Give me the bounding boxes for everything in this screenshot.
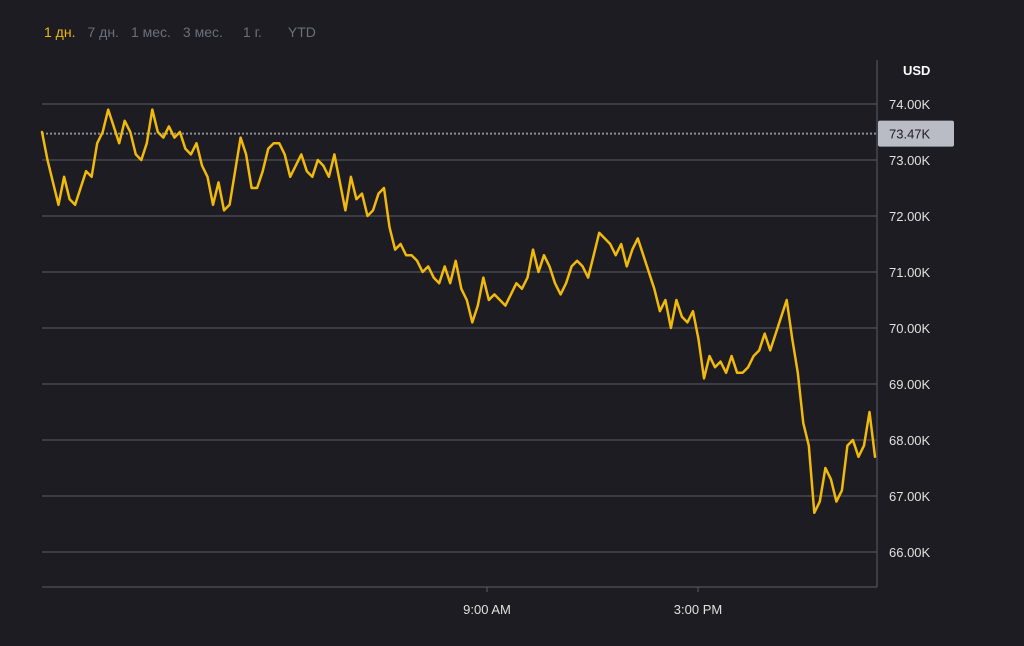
price-series bbox=[40, 108, 877, 515]
y-tick-label: 72.00K bbox=[889, 209, 931, 224]
axis-frame bbox=[42, 60, 878, 588]
range-tab-1m[interactable]: 1 мес. bbox=[130, 24, 171, 40]
x-tick-label: 3:00 PM bbox=[674, 602, 722, 617]
price-series-line bbox=[40, 108, 877, 515]
current-price-badge bbox=[878, 120, 954, 147]
y-tick-label: 70.00K bbox=[889, 321, 931, 336]
range-tab-7d[interactable]: 7 дн. bbox=[87, 24, 119, 40]
y-tick-label: 74.00K bbox=[889, 97, 931, 112]
current-price-badge-group: 73.47K bbox=[878, 120, 954, 147]
x-axis-ticks: 9:00 AM 3:00 PM bbox=[463, 587, 722, 617]
y-tick-label: 73.00K bbox=[889, 153, 931, 168]
y-tick-label: 67.00K bbox=[889, 489, 931, 504]
gridlines bbox=[42, 103, 877, 553]
y-tick-label: 69.00K bbox=[889, 377, 931, 392]
current-price-badge-label: 73.47K bbox=[889, 127, 931, 142]
range-tab-ytd[interactable]: YTD bbox=[287, 24, 316, 40]
y-axis-unit-label: USD bbox=[903, 63, 930, 78]
y-tick-label: 68.00K bbox=[889, 433, 931, 448]
y-axis-ticks: 74.00K 73.00K 72.00K 71.00K 70.00K 69.00K 68.0… bbox=[889, 97, 931, 560]
x-tick-label: 9:00 AM bbox=[463, 602, 511, 617]
range-tab-1y[interactable]: 1 г. bbox=[242, 24, 262, 40]
range-tab-1d[interactable]: 1 дн. bbox=[44, 24, 76, 40]
range-tab-3m[interactable]: 3 мес. bbox=[182, 24, 223, 40]
y-tick-label: 66.00K bbox=[889, 545, 931, 560]
time-range-tabs: 1 дн. 7 дн. 1 мес. 3 мес. 1 г. YTD bbox=[44, 24, 328, 40]
y-tick-label: 71.00K bbox=[889, 265, 931, 280]
